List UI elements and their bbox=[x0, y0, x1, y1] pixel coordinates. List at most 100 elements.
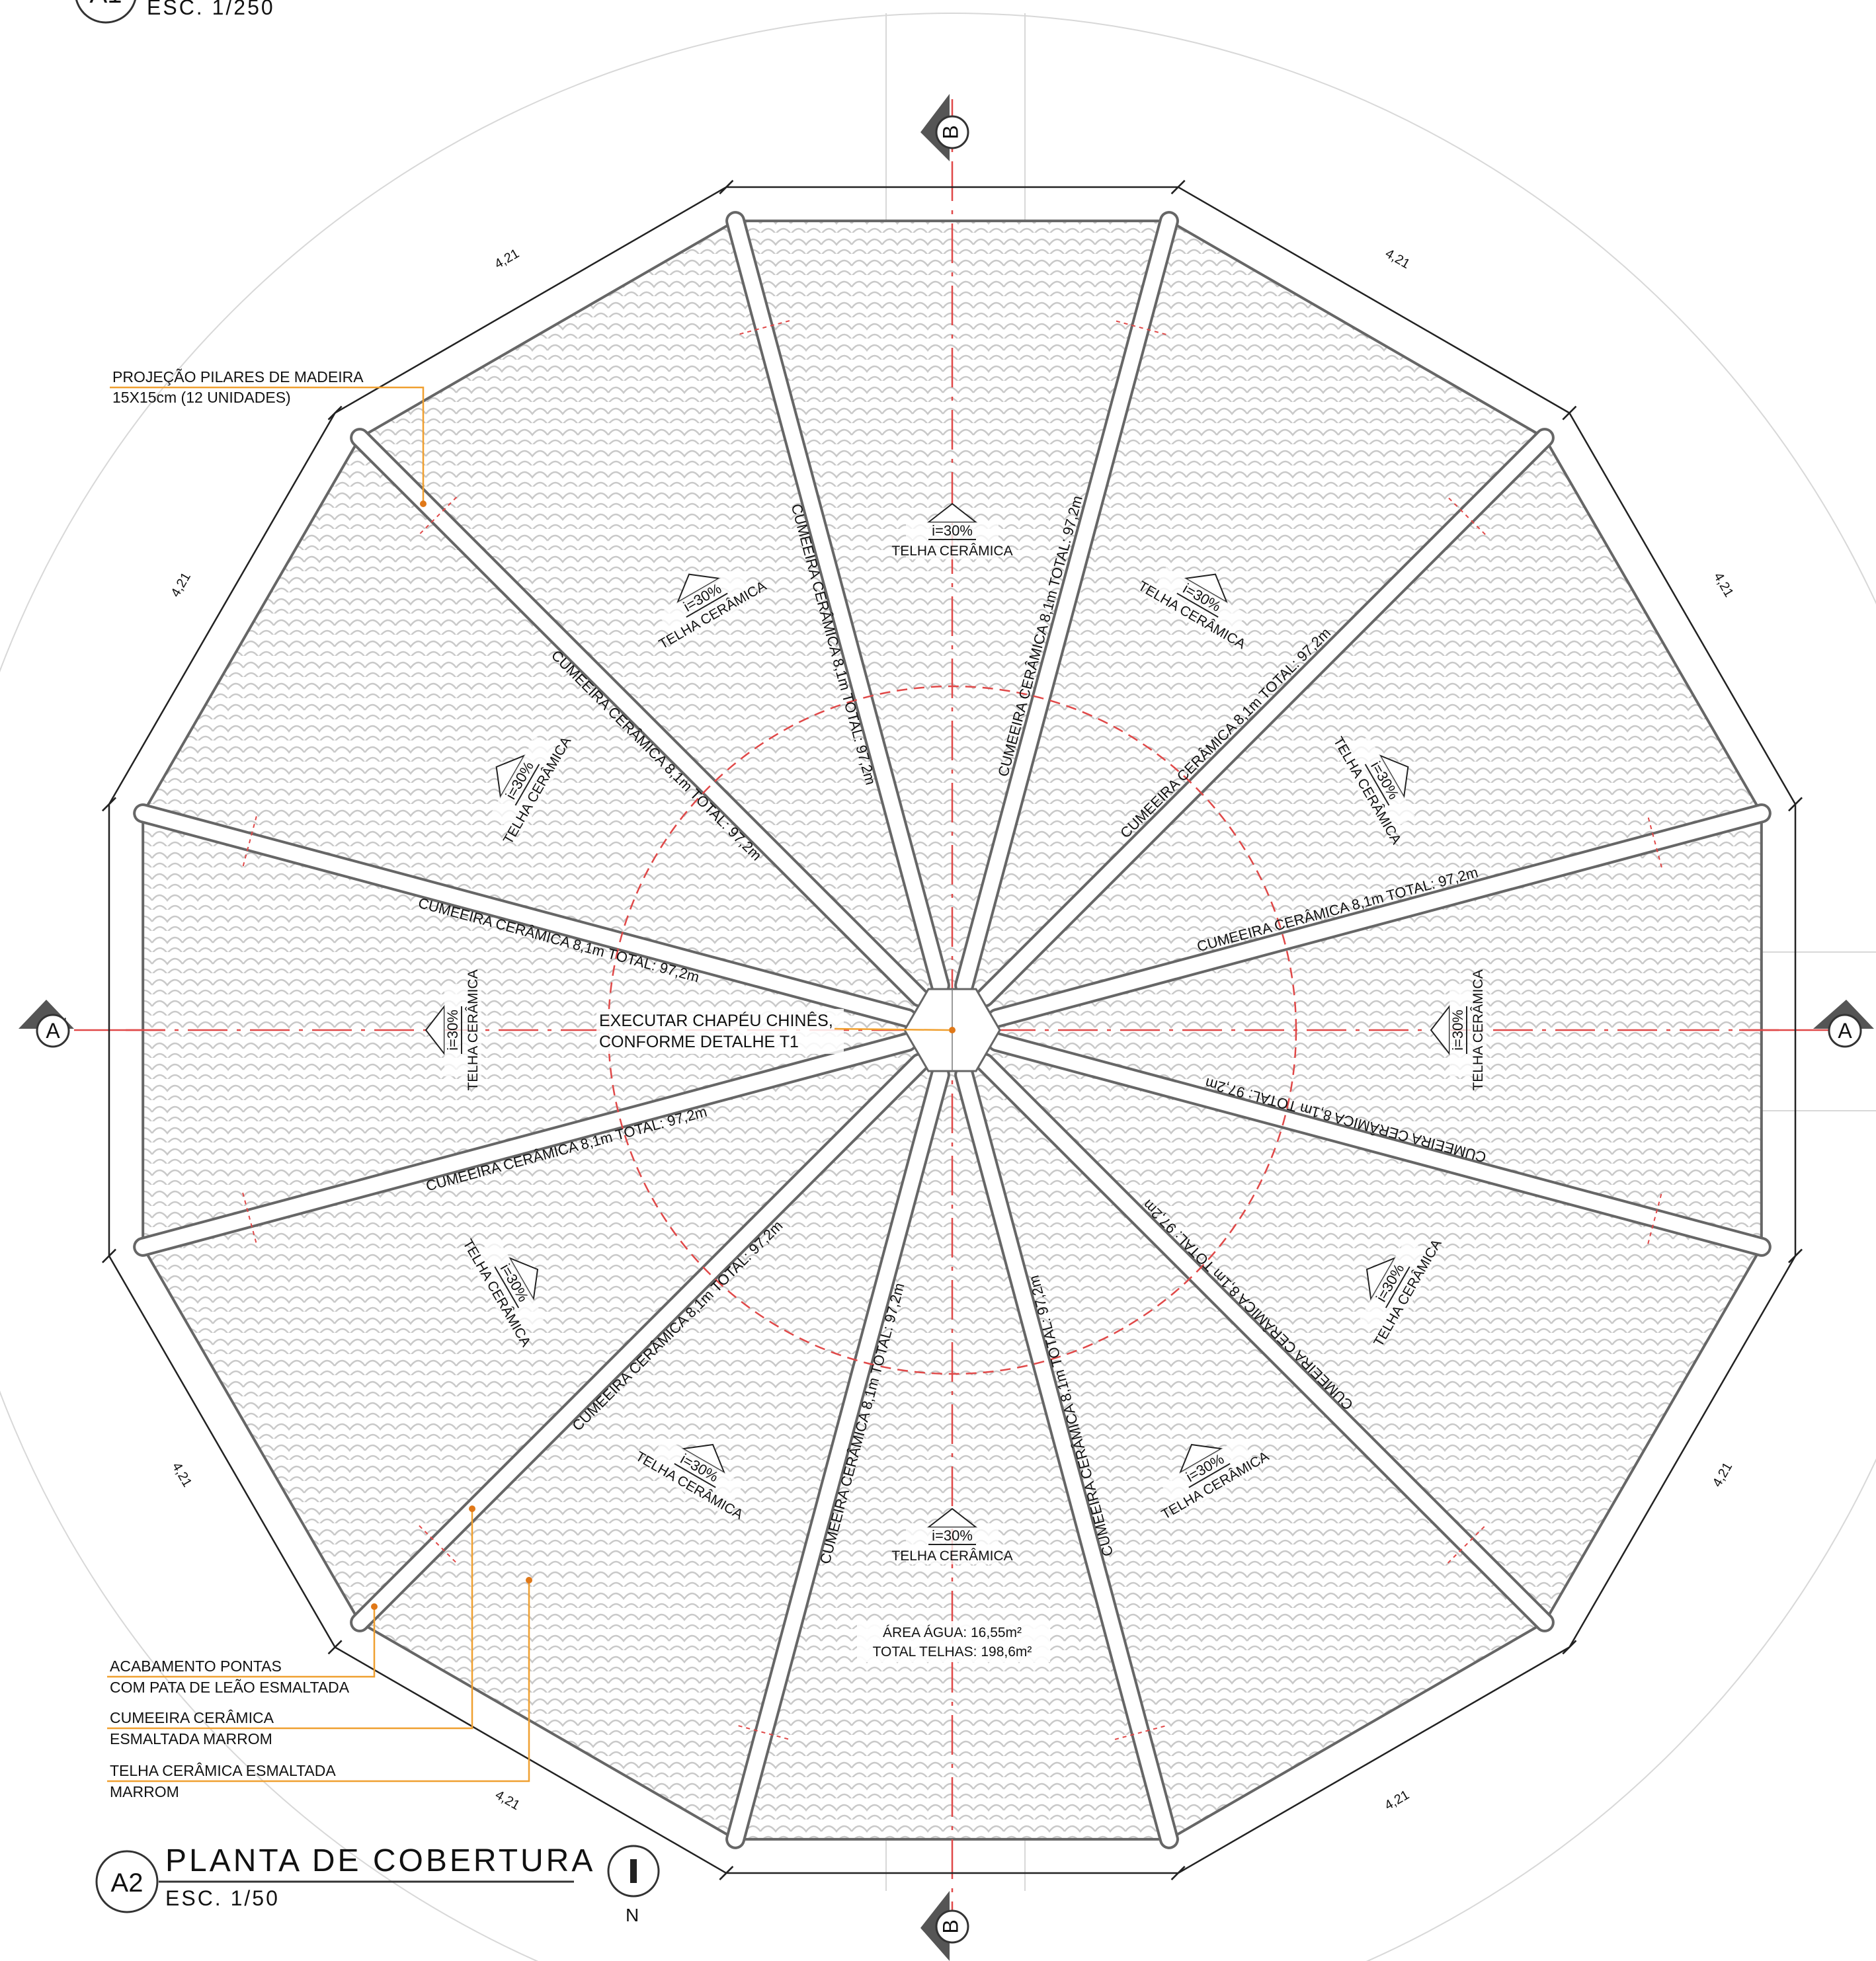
callout-tile-line2: MARROM bbox=[110, 1783, 179, 1800]
section-b-top-label: B bbox=[938, 125, 962, 139]
slope-arrow-icon bbox=[676, 573, 721, 604]
top-scale-block: A1 ESC. 1/250 bbox=[75, 0, 275, 24]
material-label: TELHA CERÂMICA bbox=[466, 969, 481, 1090]
ridge-beam bbox=[352, 430, 927, 1005]
pillar-projection-tick bbox=[1647, 816, 1662, 868]
area-note: ÁREA ÁGUA: 16,55m² TOTAL TELHAS: 198,6m² bbox=[857, 1621, 1050, 1662]
roof-sector bbox=[952, 1030, 1545, 1839]
slope-arrow-icon bbox=[1366, 1256, 1397, 1302]
slope-arrow-icon bbox=[1378, 754, 1409, 799]
dimension-line bbox=[334, 1646, 727, 1874]
slope-arrow-icon bbox=[1178, 1443, 1224, 1474]
section-marker-a-right: A bbox=[1813, 1000, 1874, 1048]
pillar-projection-tick bbox=[419, 1525, 458, 1564]
dimension-tick bbox=[1562, 1640, 1577, 1655]
page-title: PLANTA DE COBERTURA bbox=[165, 1843, 595, 1878]
north-arrow: N bbox=[607, 1845, 660, 1925]
center-note-line1: EXECUTAR CHAPÉU CHINÊS, bbox=[599, 1011, 833, 1030]
callout-pillars-line2: 15X15cm (12 UNIDADES) bbox=[112, 389, 291, 406]
ridge-beam bbox=[728, 214, 948, 993]
section-marker-a-left: A bbox=[19, 1000, 74, 1048]
pillar-projection-tick bbox=[1114, 1725, 1166, 1740]
dimension-label: 4,21 bbox=[1383, 246, 1412, 272]
slope-arrow-icon bbox=[1183, 573, 1229, 604]
ridge-beam bbox=[957, 1067, 1176, 1847]
callout-tips-line1: ACABAMENTO PONTAS bbox=[110, 1658, 282, 1675]
section-b-bottom-label: B bbox=[938, 1919, 962, 1933]
area-total-tiles: TOTAL TELHAS: 198,6m² bbox=[873, 1644, 1032, 1660]
dimension-tick bbox=[102, 1248, 116, 1263]
dimension-tick bbox=[327, 405, 343, 420]
pillar-projection-tick bbox=[1114, 320, 1166, 335]
ridge-beam bbox=[136, 1035, 915, 1254]
title-scale: ESC. 1/50 bbox=[165, 1886, 280, 1910]
ridge-beam bbox=[977, 1055, 1552, 1630]
center-note-line2: CONFORME DETALHE T1 bbox=[599, 1033, 799, 1051]
pillar-projection-tick bbox=[738, 320, 790, 335]
title-block: A2 PLANTA DE COBERTURA ESC. 1/50 bbox=[95, 1843, 595, 1913]
callout-tile: TELHA CERÂMICA ESMALTADA MARROM bbox=[107, 1577, 532, 1800]
roof-panel-label: i=30%TELHA CERÂMICA bbox=[891, 1507, 1013, 1564]
pillar-projection-tick bbox=[242, 816, 257, 868]
dimension-label: 4,21 bbox=[493, 1788, 522, 1814]
area-water: ÁREA ÁGUA: 16,55m² bbox=[883, 1625, 1022, 1640]
callout-pillars: PROJEÇÃO PILARES DE MADEIRA 15X15cm (12 … bbox=[110, 368, 427, 507]
section-marker-b-top: B bbox=[920, 94, 969, 161]
dimension-tick bbox=[1788, 797, 1803, 812]
ridge-beam bbox=[136, 806, 915, 1025]
dimension-line bbox=[1178, 186, 1570, 414]
dimension-tick bbox=[1170, 180, 1186, 194]
roof-sector bbox=[143, 438, 952, 1030]
roof-panel-label: i=30%TELHA CERÂMICA bbox=[1159, 1437, 1272, 1523]
title-id: A2 bbox=[111, 1868, 143, 1898]
callout-ridge-line2: ESMALTADA MARROM bbox=[110, 1730, 272, 1747]
pillar-projection-tick bbox=[738, 1725, 790, 1740]
callout-tips: ACABAMENTO PONTAS COM PATA DE LEÃO ESMAL… bbox=[107, 1603, 378, 1696]
roof-sector bbox=[143, 1030, 952, 1622]
ridge-beam bbox=[977, 430, 1552, 1005]
dimension-tick bbox=[719, 1866, 734, 1880]
dimension-line bbox=[1178, 1646, 1570, 1874]
callout-ridge: CUMEEIRA CERÂMICA ESMALTADA MARROM bbox=[107, 1505, 475, 1747]
dimension-label: 4,21 bbox=[1382, 1788, 1412, 1814]
roof-sector bbox=[952, 438, 1762, 1030]
dimension-line bbox=[108, 412, 336, 805]
center-dot bbox=[949, 1027, 956, 1033]
slope-arrow-icon bbox=[508, 1256, 539, 1302]
dimension-line bbox=[108, 1256, 336, 1648]
dimension-label: 4,21 bbox=[1710, 1460, 1736, 1490]
roof-sector bbox=[360, 221, 952, 1030]
pillar-projection-tick bbox=[419, 497, 458, 536]
slope-arrow-icon bbox=[495, 754, 526, 799]
ridge-beam bbox=[989, 806, 1769, 1025]
roof-panel-label: i=30% TELHA CERÂMICA bbox=[891, 502, 1013, 559]
material-label: TELHA CERÂMICA bbox=[891, 543, 1012, 559]
ridge-beams bbox=[133, 211, 1772, 1849]
pillar-projection-tick bbox=[242, 1192, 257, 1244]
dimension-label: 4,21 bbox=[169, 1460, 195, 1490]
ridge-beam bbox=[989, 1035, 1769, 1254]
roof-sector bbox=[952, 1030, 1762, 1622]
dimension-tick bbox=[1562, 405, 1577, 420]
material-label: TELHA CERÂMICA bbox=[891, 1548, 1012, 1564]
material-label: TELHA CERÂMICA bbox=[1471, 969, 1486, 1090]
top-scale-text: ESC. 1/250 bbox=[147, 0, 275, 19]
dimension-tick bbox=[1788, 1248, 1803, 1263]
dimension-tick bbox=[102, 797, 116, 812]
dimension-tick bbox=[719, 180, 734, 194]
slope-label: i=30% bbox=[1449, 1010, 1466, 1051]
ridge-beam bbox=[957, 214, 1176, 993]
ridge-beam bbox=[352, 1055, 927, 1630]
callout-tile-line1: TELHA CERÂMICA ESMALTADA bbox=[110, 1762, 336, 1779]
dimension-tick bbox=[1170, 1866, 1186, 1880]
north-label: N bbox=[626, 1905, 639, 1925]
callout-tips-line2: COM PATA DE LEÃO ESMALTADA bbox=[110, 1679, 350, 1696]
dimension-line bbox=[334, 186, 727, 414]
slope-label: i=30% bbox=[932, 522, 973, 539]
callout-pillars-line1: PROJEÇÃO PILARES DE MADEIRA bbox=[112, 368, 364, 385]
center-note: EXECUTAR CHAPÉU CHINÊS, CONFORME DETALHE… bbox=[596, 1009, 950, 1054]
dimension-tick bbox=[327, 1640, 343, 1655]
pillar-projection-tick bbox=[1447, 497, 1486, 536]
top-partial-label: A1 bbox=[90, 0, 122, 9]
